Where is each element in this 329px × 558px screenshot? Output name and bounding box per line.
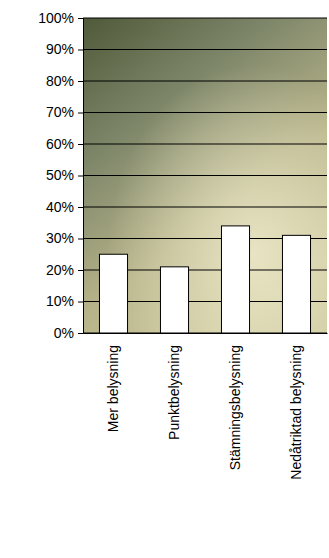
x-axis-line	[84, 333, 328, 334]
y-tick-label: 70%	[46, 104, 74, 120]
y-tick: 90%	[46, 41, 83, 57]
grid-line	[83, 207, 327, 208]
bar	[99, 254, 127, 333]
y-tick-label: 100%	[38, 10, 74, 26]
y-tick-mark	[78, 302, 83, 303]
y-tick-label: 30%	[46, 230, 74, 246]
y-tick-mark	[78, 144, 83, 145]
grid	[83, 18, 327, 333]
y-axis-line	[78, 19, 84, 334]
x-tick: Punktbelysning	[166, 333, 182, 440]
y-tick-label: 40%	[46, 199, 74, 215]
x-tick: Mer belysning	[105, 333, 121, 432]
bar	[282, 235, 310, 333]
y-tick: 60%	[46, 136, 83, 152]
grid-line	[83, 175, 327, 176]
x-tick: Stämningsbelysning	[227, 333, 243, 470]
x-tick-label: Punktbelysning	[166, 345, 182, 440]
y-tick-label: 20%	[46, 262, 74, 278]
y-axis: 0% 10% 20% 30% 40% 50% 60% 70% 80% 90% 100%	[38, 10, 83, 341]
y-tick-mark	[78, 333, 83, 334]
grid-line	[83, 81, 327, 82]
y-tick-mark	[78, 270, 83, 271]
y-tick-label: 90%	[46, 41, 74, 57]
y-tick: 20%	[46, 262, 83, 278]
y-tick-mark	[78, 18, 83, 19]
y-tick: 40%	[46, 199, 83, 215]
y-tick: 30%	[46, 230, 83, 246]
y-tick-label: 50%	[46, 167, 74, 183]
chart: 0% 10% 20% 30% 40% 50% 60% 70% 80% 90% 100% Mer bel…	[0, 0, 329, 558]
bars	[99, 226, 310, 333]
y-tick-mark	[78, 81, 83, 82]
bar	[160, 267, 188, 333]
y-tick-label: 80%	[46, 73, 74, 89]
grid-line	[83, 144, 327, 145]
y-tick-mark	[78, 176, 83, 177]
x-tick: Nedåtriktad belysning	[288, 333, 304, 480]
grid-line	[83, 49, 327, 50]
plot-background	[83, 18, 327, 333]
y-tick: 80%	[46, 73, 83, 89]
x-tick-label: Nedåtriktad belysning	[288, 345, 304, 480]
y-tick: 70%	[46, 104, 83, 120]
y-tick-label: 10%	[46, 293, 74, 309]
grid-line	[83, 18, 327, 19]
x-tick-label: Mer belysning	[105, 345, 121, 432]
y-tick-mark	[78, 207, 83, 208]
x-tick-label: Stämningsbelysning	[227, 345, 243, 470]
y-tick: 50%	[46, 167, 83, 183]
x-axis: Mer belysning Punktbelysning Stämningsbely…	[84, 333, 328, 480]
y-tick-label: 0%	[54, 325, 74, 341]
y-tick: 100%	[38, 10, 83, 26]
y-tick-mark	[78, 50, 83, 51]
y-tick: 0%	[54, 325, 83, 341]
y-tick-mark	[78, 239, 83, 240]
y-tick-label: 60%	[46, 136, 74, 152]
grid-line	[83, 112, 327, 113]
y-tick: 10%	[46, 293, 83, 309]
y-tick-mark	[78, 113, 83, 114]
plot-light	[83, 18, 327, 333]
bar	[221, 226, 249, 333]
